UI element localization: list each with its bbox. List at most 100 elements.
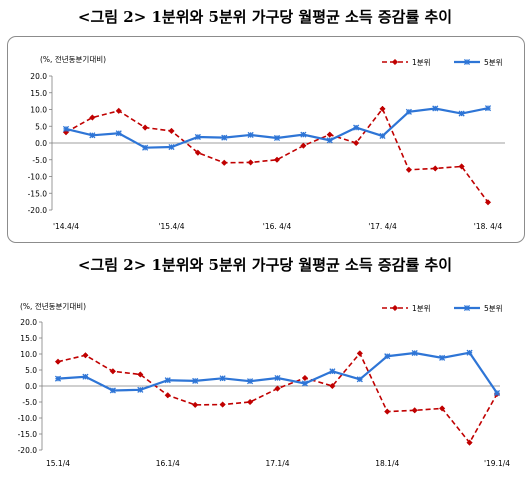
chart-1-point-q1: [458, 163, 465, 170]
chart-1-point-q5: [326, 137, 333, 144]
chart-1-point-q1: [300, 142, 307, 149]
chart-2-y-tick-label: -20.0: [18, 446, 38, 455]
chart-1-legend-marker-q1: [391, 58, 399, 66]
chart-2-point-q1: [301, 374, 309, 382]
chart-2-point-q5: [54, 375, 62, 382]
chart-2-point-q1: [274, 385, 281, 392]
chart-1-x-tick-label: '18. 4/4: [474, 222, 503, 231]
chart-1-point-q1: [247, 159, 254, 166]
chart-2-legend-label-q5: 5분위: [484, 304, 503, 313]
chart-2-point-q5: [466, 349, 473, 356]
chart-1-point-q5: [379, 132, 386, 140]
chart-1-point-q5: [353, 124, 360, 131]
chart-2-point-q1: [356, 350, 363, 357]
chart-2-point-q5: [164, 377, 171, 384]
chart-1-point-q5: [458, 110, 465, 117]
chart-1-point-q1: [432, 165, 439, 172]
chart-2-point-q1: [137, 371, 144, 378]
chart-2-point-q1: [246, 398, 254, 406]
chart-2-point-q1: [219, 401, 226, 408]
chart-1-point-q5: [484, 105, 492, 112]
chart-2-y-tick-label: 20.0: [20, 318, 37, 327]
chart-2-y-tick-label: -10.0: [18, 414, 38, 423]
chart-2-point-q1: [82, 352, 89, 359]
chart-1-point-q5: [115, 130, 122, 137]
chart-2-point-q1: [164, 392, 171, 399]
chart-2-point-q1: [384, 408, 391, 415]
chart-1-x-tick-label: '15.4/4: [158, 222, 184, 231]
chart-1-y-tick-label: 5.0: [35, 122, 47, 131]
chart-1-point-q1: [352, 139, 360, 147]
chart-2-point-q1: [438, 405, 446, 412]
chart-1-title: <그림 2> 1분위와 5분위 가구당 월평균 소득 증감률 추이: [77, 8, 453, 26]
chart-1-y-tick-label: -10.0: [28, 173, 48, 182]
chart-2-point-q5: [109, 387, 116, 394]
chart-1-point-q5: [273, 134, 281, 142]
chart-2-point-q5: [356, 376, 363, 383]
chart-1-y-tick-label: 10.0: [30, 106, 47, 115]
chart-1-point-q1: [221, 159, 228, 166]
chart-2-y-tick-label: -5.0: [22, 398, 37, 407]
chart-1-point-q1: [194, 149, 202, 156]
chart-1-point-q1: [326, 131, 333, 138]
chart-2-point-q5: [274, 374, 281, 382]
chart-1-point-q1: [273, 156, 281, 163]
chart-2-y-tick-label: 15.0: [20, 334, 37, 343]
chart-1-x-tick-label: '17. 4/4: [368, 222, 397, 231]
chart-2-unit-label: (%, 전년동분기대비): [20, 301, 86, 311]
chart-2-point-q5: [301, 380, 308, 387]
chart-2-x-tick-label: 15.1/4: [46, 459, 70, 468]
chart-1-x-tick-label: '16. 4/4: [263, 222, 292, 231]
chart-2-legend-marker-q5: [463, 304, 471, 312]
chart-2-legend-marker-q1: [391, 304, 399, 312]
chart-2-y-tick-label: 10.0: [20, 350, 37, 359]
chart-1-point-q1: [379, 105, 386, 112]
chart-1-legend-label-q5: 5분위: [484, 58, 503, 67]
chart-2-point-q5: [493, 389, 501, 397]
chart-2-point-q5: [137, 386, 144, 393]
chart-1-x-tick-label: '14.4/4: [53, 222, 79, 231]
chart-2-point-q5: [82, 373, 89, 380]
chart-1-point-q1: [168, 127, 175, 135]
chart-2-legend-label-q1: 1분위: [412, 304, 431, 313]
chart-2-point-q5: [192, 377, 199, 384]
chart-2-point-q5: [219, 375, 226, 382]
chart-2-y-tick-label: -15.0: [18, 430, 38, 439]
chart-1-point-q5: [142, 144, 149, 151]
chart-2-title: <그림 2> 1분위와 5분위 가구당 월평균 소득 증감률 추이: [77, 256, 453, 274]
chart-1-point-q5: [89, 132, 96, 139]
chart-1-point-q1: [141, 124, 149, 131]
chart-2-point-q1: [109, 368, 117, 375]
chart-1-y-tick-label: 20.0: [30, 72, 47, 81]
chart-2-series-line-q1: [57, 351, 498, 445]
chart-2-y-tick-label: 0.0: [25, 382, 37, 391]
chart-1-y-tick-label: -5.0: [32, 156, 47, 165]
chart-2-point-q1: [54, 358, 62, 365]
chart-1-point-q1: [115, 107, 122, 114]
chart-2-point-q5: [247, 378, 254, 385]
chart-1-series-line-q1: [65, 107, 489, 203]
chart-2-x-tick-label: 16.1/4: [156, 459, 180, 468]
chart-1-point-q5: [168, 143, 175, 151]
chart-1-point-q1: [405, 166, 413, 173]
chart-1-point-q1: [89, 114, 96, 121]
chart-2-point-q5: [411, 349, 418, 357]
chart-1-point-q5: [247, 131, 254, 139]
chart-1-point-q1: [484, 199, 492, 206]
chart-1-frame: [7, 36, 525, 243]
chart-2-point-q5: [384, 353, 391, 360]
chart-1-unit-label: (%, 전년동분기대비): [40, 54, 106, 64]
chart-1-y-tick-label: -15.0: [28, 189, 48, 198]
chart-2-y-tick-label: 5.0: [25, 366, 37, 375]
chart-1-legend-marker-q5: [463, 58, 471, 66]
chart-1-point-q5: [432, 105, 439, 112]
chart-2-point-q1: [411, 407, 418, 414]
chart-1-legend-label-q1: 1분위: [412, 58, 431, 67]
chart-1-point-q5: [194, 133, 201, 141]
chart-1-y-tick-label: -20.0: [28, 206, 48, 215]
chart-1-y-tick-label: 0.0: [35, 139, 47, 148]
chart-1-point-q5: [62, 125, 70, 132]
chart-2-x-tick-label: 17.1/4: [266, 459, 290, 468]
chart-2-x-tick-label: 18.1/4: [375, 459, 399, 468]
